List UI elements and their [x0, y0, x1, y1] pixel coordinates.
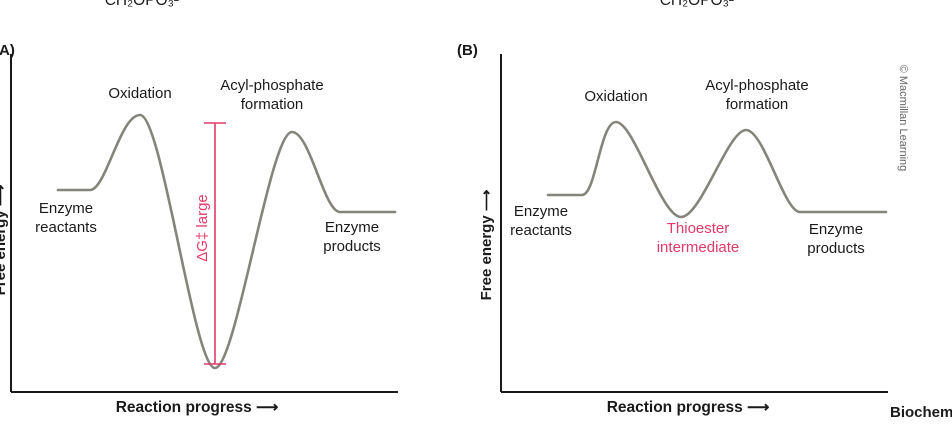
panel-a-oxidation-label: Oxidation: [108, 85, 172, 102]
panel-a-plot: [10, 54, 398, 393]
formula-panel-a: CH₂OPO₃²⁻: [104, 0, 188, 9]
panel-a-enzyme-reactants-label: Enzyme reactants: [35, 200, 97, 236]
panel-b-enzyme-reactants-label: Enzyme reactants: [510, 203, 572, 239]
delta-g-bracket: [204, 122, 226, 365]
delta-g-large-label: ΔG‡ large: [193, 194, 211, 262]
panel-b-acyl-phosphate-label: Acyl-phosphate formation: [705, 77, 809, 113]
panel-b-energy-curve: [546, 120, 888, 219]
macmillan-credit: © Macmillan Learning: [897, 64, 909, 172]
panel-b-y-axis-label: Free energy ⟶: [478, 189, 495, 301]
panel-a-y-axis-label: Free energy ⟶: [0, 185, 9, 296]
panel-a-acyl-phosphate-label: Acyl-phosphate formation: [220, 77, 324, 113]
panel-a-x-axis-label: Reaction progress ⟶: [115, 399, 279, 416]
panel-b-x-axis-label: Reaction progress ⟶: [606, 399, 770, 416]
formula-panel-b: CH₂OPO₃²⁻: [659, 0, 743, 9]
panel-b-letter: (B): [457, 42, 478, 59]
panel-b-enzyme-products-label: Enzyme products: [807, 221, 865, 257]
thioester-intermediate-label: Thioester intermediate: [656, 220, 740, 256]
panel-a-enzyme-products-label: Enzyme products: [323, 219, 381, 255]
panel-a-energy-curve: [56, 113, 397, 370]
panel-b-plot: [500, 54, 888, 393]
panel-b-oxidation-label: Oxidation: [584, 88, 648, 105]
bottom-right-caption: Biochemistry: [890, 404, 952, 421]
